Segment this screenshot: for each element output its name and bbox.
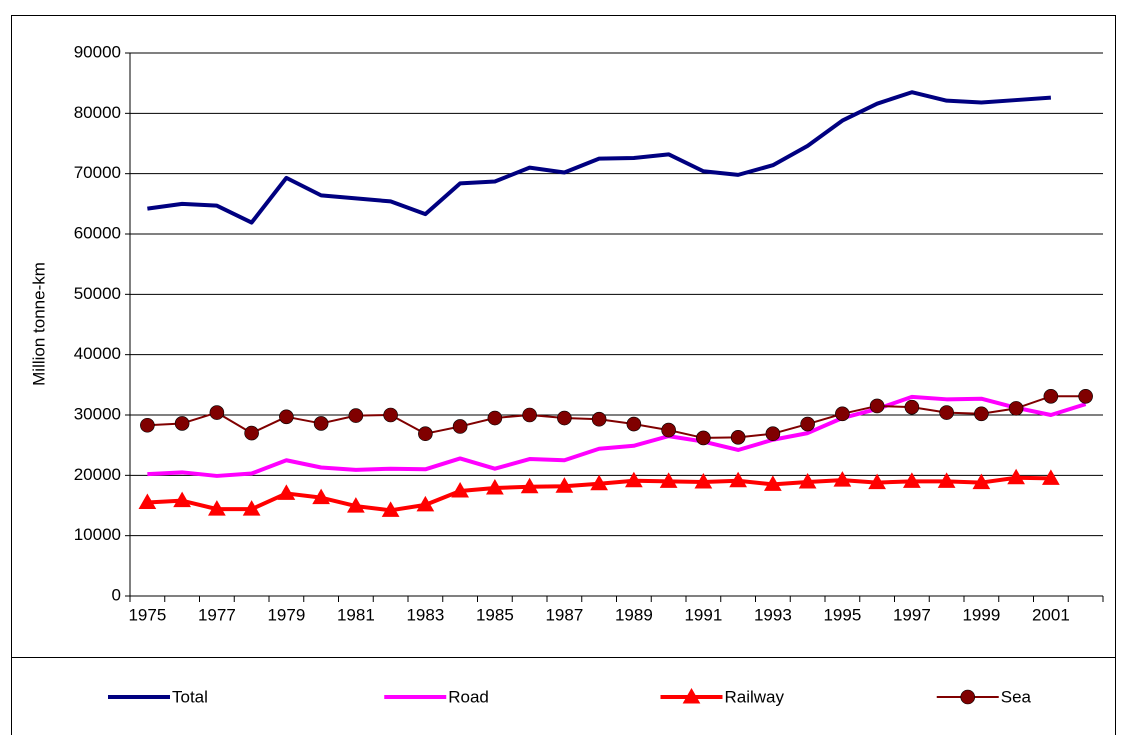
marker <box>416 495 435 512</box>
marker <box>625 471 643 488</box>
x-tick-label: 1999 <box>962 605 1000 624</box>
marker <box>798 472 817 489</box>
x-tick-label: 1981 <box>337 605 375 624</box>
y-tick-label: 70000 <box>74 163 121 182</box>
series-line <box>147 395 1086 439</box>
x-tick-label: 1985 <box>476 605 514 624</box>
marker <box>869 398 885 414</box>
y-tick-label: 90000 <box>74 42 121 61</box>
x-tick-label: 1975 <box>128 605 166 624</box>
marker <box>730 430 746 445</box>
legend-label: Sea <box>1001 687 1032 706</box>
y-axis-label: Million tonne-km <box>29 262 48 386</box>
marker <box>174 416 190 431</box>
marker <box>903 472 921 488</box>
series-line <box>147 394 1087 478</box>
marker <box>347 497 365 513</box>
marker <box>381 501 400 517</box>
marker <box>208 500 226 516</box>
marker <box>1007 468 1025 485</box>
marker <box>313 416 329 431</box>
marker <box>868 473 886 490</box>
marker <box>661 422 676 438</box>
marker <box>1043 388 1059 404</box>
y-tick-label: 0 <box>112 585 121 604</box>
marker <box>833 471 852 487</box>
marker <box>348 408 364 423</box>
marker <box>140 417 155 433</box>
y-tick-label: 40000 <box>74 344 121 363</box>
x-tick-label: 1977 <box>198 605 236 624</box>
marker <box>765 426 781 442</box>
marker <box>277 484 296 500</box>
marker <box>626 416 642 432</box>
marker <box>591 411 607 427</box>
marker <box>555 477 574 493</box>
marker <box>960 689 976 705</box>
series-line <box>147 90 1052 225</box>
marker <box>520 477 539 494</box>
marker <box>418 426 433 442</box>
legend-label: Railway <box>725 687 785 706</box>
marker <box>279 409 294 425</box>
x-tick-label: 1993 <box>754 605 792 624</box>
marker <box>487 410 503 426</box>
x-tick-label: 2001 <box>1032 605 1070 624</box>
legend-label: Road <box>448 687 489 706</box>
chart-border <box>11 15 1116 740</box>
marker <box>486 478 504 495</box>
marker <box>937 472 956 488</box>
marker <box>173 491 191 508</box>
marker <box>904 399 920 415</box>
marker <box>729 471 747 488</box>
marker <box>590 474 608 491</box>
marker <box>1042 469 1060 485</box>
marker <box>939 405 954 420</box>
marker <box>972 473 991 490</box>
marker <box>452 419 468 434</box>
y-tick-label: 50000 <box>74 284 121 303</box>
x-tick-label: 1991 <box>684 605 722 624</box>
x-tick-label: 1987 <box>545 605 583 624</box>
legend-box <box>11 657 1116 740</box>
marker <box>451 482 469 498</box>
y-tick-label: 30000 <box>74 404 121 423</box>
y-tick-label: 20000 <box>74 465 121 484</box>
marker <box>312 488 330 505</box>
y-tick-label: 80000 <box>74 103 121 122</box>
marker <box>764 475 782 491</box>
marker <box>659 472 678 488</box>
marker <box>682 687 701 704</box>
legend-label: Total <box>172 687 208 706</box>
marker <box>835 406 850 422</box>
marker <box>1078 388 1093 404</box>
x-tick-label: 1983 <box>406 605 444 624</box>
x-tick-label: 1997 <box>893 605 931 624</box>
marker <box>696 430 711 446</box>
y-tick-label: 10000 <box>74 525 121 544</box>
x-tick-label: 1989 <box>615 605 653 624</box>
marker <box>138 493 157 509</box>
marker <box>209 405 225 420</box>
y-tick-label: 60000 <box>74 223 121 242</box>
marker <box>244 425 259 441</box>
marker <box>1008 401 1024 416</box>
marker <box>694 472 713 489</box>
marker <box>557 410 572 426</box>
x-tick-label: 1995 <box>823 605 861 624</box>
marker <box>522 407 537 423</box>
marker <box>800 416 815 432</box>
x-tick-label: 1979 <box>267 605 305 624</box>
marker <box>242 500 261 516</box>
marker <box>974 406 989 422</box>
marker <box>383 407 398 423</box>
